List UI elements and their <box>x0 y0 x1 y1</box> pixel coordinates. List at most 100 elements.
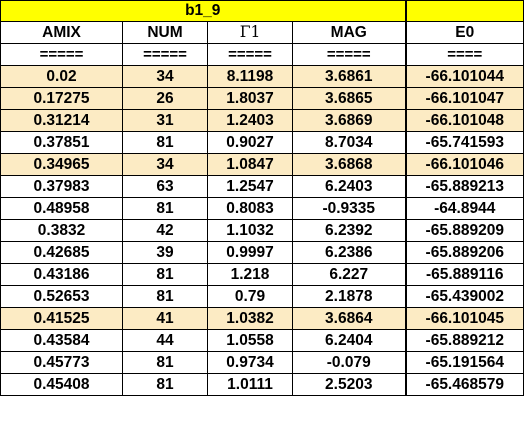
table-row: 0.37983 63 1.2547 6.2403 -65.889213 <box>0 175 524 198</box>
cell-amix[interactable]: 0.45773 <box>0 351 123 374</box>
cell-num[interactable]: 34 <box>122 65 208 88</box>
separator-cell[interactable]: ===== <box>0 43 123 66</box>
table-row: 0.43186 81 1.218 6.227 -65.889116 <box>0 263 524 286</box>
cell-num[interactable]: 44 <box>122 329 208 352</box>
cell-mag[interactable]: 3.6861 <box>292 65 406 88</box>
cell-e0[interactable]: -65.889209 <box>404 219 524 242</box>
cell-amix[interactable]: 0.3832 <box>0 219 123 242</box>
cell-num[interactable]: 81 <box>122 197 208 220</box>
cell-e0[interactable]: -65.439002 <box>404 285 524 308</box>
cell-gamma1[interactable]: 1.0847 <box>207 153 293 176</box>
cell-e0[interactable]: -66.101048 <box>404 109 524 132</box>
table-row: 0.45773 81 0.9734 -0.079 -65.191564 <box>0 351 524 374</box>
cell-amix[interactable]: 0.34965 <box>0 153 123 176</box>
header-gamma1[interactable]: Γ1 <box>207 21 293 44</box>
cell-e0[interactable]: -66.101047 <box>404 87 524 110</box>
cell-amix[interactable]: 0.45408 <box>0 373 123 396</box>
cell-amix[interactable]: 0.37851 <box>0 131 123 154</box>
header-amix[interactable]: AMIX <box>0 21 123 44</box>
cell-e0[interactable]: -65.741593 <box>404 131 524 154</box>
cell-num[interactable]: 81 <box>122 285 208 308</box>
cell-gamma1[interactable]: 1.2547 <box>207 175 293 198</box>
table-row: 0.17275 26 1.8037 3.6865 -66.101047 <box>0 87 524 110</box>
cell-e0[interactable]: -66.101044 <box>404 65 524 88</box>
cell-mag[interactable]: 6.2403 <box>292 175 406 198</box>
table-row: 0.42685 39 0.9997 6.2386 -65.889206 <box>0 241 524 264</box>
cell-mag[interactable]: 3.6869 <box>292 109 406 132</box>
table-row: 0.37851 81 0.9027 8.7034 -65.741593 <box>0 131 524 154</box>
cell-e0[interactable]: -66.101045 <box>404 307 524 330</box>
title-empty-cell[interactable] <box>404 0 524 22</box>
cell-amix[interactable]: 0.43186 <box>0 263 123 286</box>
cell-mag[interactable]: 8.7034 <box>292 131 406 154</box>
cell-amix[interactable]: 0.37983 <box>0 175 123 198</box>
cell-gamma1[interactable]: 0.9734 <box>207 351 293 374</box>
cell-gamma1[interactable]: 0.9997 <box>207 241 293 264</box>
cell-mag[interactable]: 3.6865 <box>292 87 406 110</box>
cell-gamma1[interactable]: 1.8037 <box>207 87 293 110</box>
cell-amix[interactable]: 0.17275 <box>0 87 123 110</box>
cell-amix[interactable]: 0.43584 <box>0 329 123 352</box>
cell-e0[interactable]: -65.889213 <box>404 175 524 198</box>
header-e0[interactable]: E0 <box>404 21 524 44</box>
cell-num[interactable]: 81 <box>122 131 208 154</box>
cell-num[interactable]: 39 <box>122 241 208 264</box>
cell-gamma1[interactable]: 1.1032 <box>207 219 293 242</box>
cell-gamma1[interactable]: 0.9027 <box>207 131 293 154</box>
cell-mag[interactable]: 6.2386 <box>292 241 406 264</box>
separator-cell[interactable]: ===== <box>207 43 293 66</box>
cell-amix[interactable]: 0.42685 <box>0 241 123 264</box>
cell-mag[interactable]: 6.2392 <box>292 219 406 242</box>
table-row: 0.52653 81 0.79 2.1878 -65.439002 <box>0 285 524 308</box>
cell-num[interactable]: 81 <box>122 351 208 374</box>
separator-cell[interactable]: ==== <box>404 43 524 66</box>
cell-gamma1[interactable]: 1.2403 <box>207 109 293 132</box>
cell-amix[interactable]: 0.31214 <box>0 109 123 132</box>
cell-mag[interactable]: -0.9335 <box>292 197 406 220</box>
cell-num[interactable]: 81 <box>122 373 208 396</box>
table-row: 0.34965 34 1.0847 3.6868 -66.101046 <box>0 153 524 176</box>
cell-e0[interactable]: -65.889206 <box>404 241 524 264</box>
cell-gamma1[interactable]: 1.0558 <box>207 329 293 352</box>
cell-amix[interactable]: 0.02 <box>0 65 123 88</box>
cell-mag[interactable]: -0.079 <box>292 351 406 374</box>
cell-e0[interactable]: -65.468579 <box>404 373 524 396</box>
table-row: 0.45408 81 1.0111 2.5203 -65.468579 <box>0 373 524 396</box>
cell-gamma1[interactable]: 1.0111 <box>207 373 293 396</box>
cell-amix[interactable]: 0.48958 <box>0 197 123 220</box>
cell-num[interactable]: 31 <box>122 109 208 132</box>
sheet-title-cell[interactable]: b1_9 <box>0 0 406 22</box>
cell-mag[interactable]: 3.6868 <box>292 153 406 176</box>
cell-num[interactable]: 34 <box>122 153 208 176</box>
cell-mag[interactable]: 6.2404 <box>292 329 406 352</box>
separator-row: ===== ===== ===== ===== ==== <box>0 43 524 66</box>
separator-cell[interactable]: ===== <box>292 43 406 66</box>
cell-e0[interactable]: -65.191564 <box>404 351 524 374</box>
cell-e0[interactable]: -65.889212 <box>404 329 524 352</box>
cell-amix[interactable]: 0.41525 <box>0 307 123 330</box>
separator-cell[interactable]: ===== <box>122 43 208 66</box>
cell-e0[interactable]: -64.8944 <box>404 197 524 220</box>
cell-num[interactable]: 41 <box>122 307 208 330</box>
cell-gamma1[interactable]: 8.1198 <box>207 65 293 88</box>
cell-e0[interactable]: -66.101046 <box>404 153 524 176</box>
cell-gamma1[interactable]: 0.79 <box>207 285 293 308</box>
table-row: 0.41525 41 1.0382 3.6864 -66.101045 <box>0 307 524 330</box>
cell-mag[interactable]: 2.5203 <box>292 373 406 396</box>
results-sheet: b1_9 AMIX NUM Γ1 MAG E0 ===== ===== ====… <box>0 0 524 396</box>
cell-mag[interactable]: 2.1878 <box>292 285 406 308</box>
header-num[interactable]: NUM <box>122 21 208 44</box>
cell-mag[interactable]: 3.6864 <box>292 307 406 330</box>
table-row: 0.02 34 8.1198 3.6861 -66.101044 <box>0 65 524 88</box>
cell-num[interactable]: 42 <box>122 219 208 242</box>
cell-amix[interactable]: 0.52653 <box>0 285 123 308</box>
cell-num[interactable]: 26 <box>122 87 208 110</box>
cell-gamma1[interactable]: 1.0382 <box>207 307 293 330</box>
cell-mag[interactable]: 6.227 <box>292 263 406 286</box>
cell-gamma1[interactable]: 0.8083 <box>207 197 293 220</box>
cell-e0[interactable]: -65.889116 <box>404 263 524 286</box>
cell-num[interactable]: 81 <box>122 263 208 286</box>
header-mag[interactable]: MAG <box>292 21 406 44</box>
cell-num[interactable]: 63 <box>122 175 208 198</box>
cell-gamma1[interactable]: 1.218 <box>207 263 293 286</box>
